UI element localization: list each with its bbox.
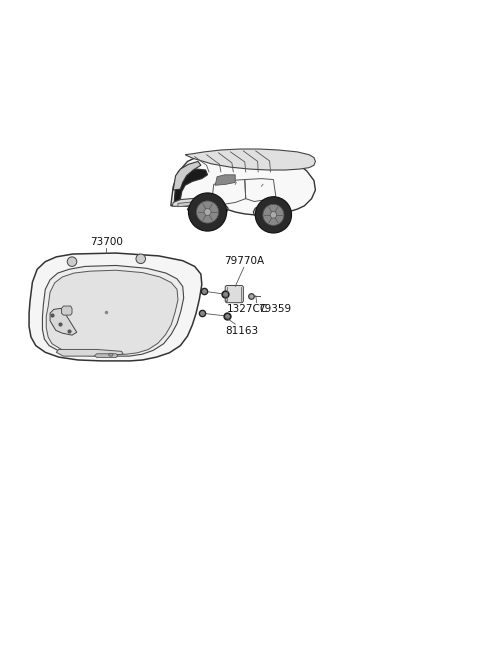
Polygon shape [174,169,207,202]
Circle shape [67,257,77,267]
Polygon shape [188,204,228,215]
Polygon shape [215,175,235,185]
Circle shape [263,204,284,225]
Polygon shape [253,205,285,217]
Circle shape [270,212,276,218]
Circle shape [136,254,145,263]
Polygon shape [46,271,178,354]
Text: 81163: 81163 [226,326,259,335]
Polygon shape [108,353,113,356]
Polygon shape [61,306,72,315]
Circle shape [255,196,291,233]
Polygon shape [185,149,315,170]
Polygon shape [42,265,184,356]
Polygon shape [178,202,196,207]
Polygon shape [56,350,123,356]
Polygon shape [171,150,315,215]
Polygon shape [29,253,202,361]
Circle shape [196,201,218,223]
Polygon shape [172,198,211,206]
Polygon shape [50,309,77,335]
Circle shape [189,193,227,231]
Text: 1327CC: 1327CC [227,304,268,314]
Polygon shape [95,354,118,358]
Text: 73700: 73700 [90,237,123,248]
FancyBboxPatch shape [225,286,243,303]
Text: 79770A: 79770A [224,256,264,267]
Polygon shape [173,161,201,190]
Circle shape [204,208,211,215]
Text: 79359: 79359 [258,304,291,314]
